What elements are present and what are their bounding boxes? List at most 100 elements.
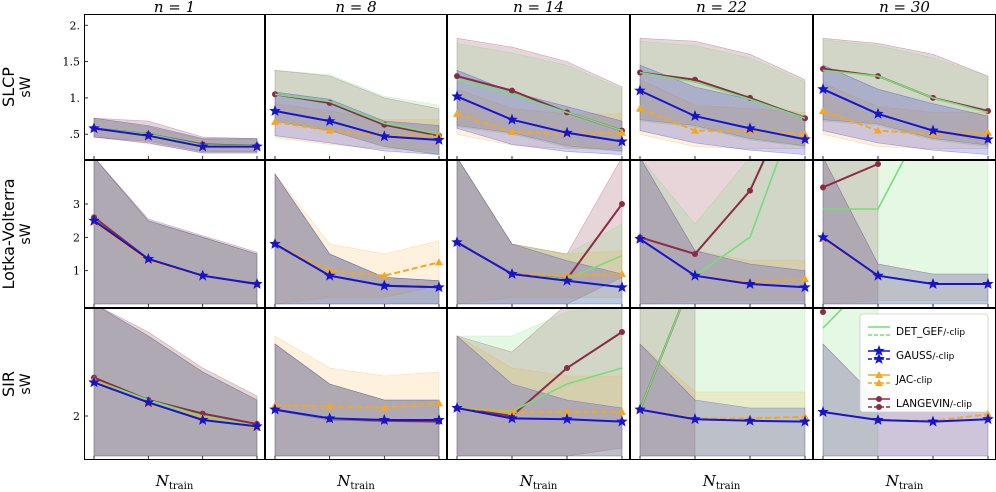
x-label-main: N bbox=[155, 472, 170, 490]
gauss-marker bbox=[433, 133, 445, 145]
gauss-marker bbox=[506, 412, 518, 424]
panel-1-3 bbox=[630, 160, 813, 308]
det_gef-line bbox=[639, 308, 682, 410]
gauss-marker bbox=[142, 129, 155, 141]
y-axis-label: sW bbox=[18, 373, 34, 394]
langevin-marker bbox=[876, 396, 882, 402]
panel-0-4 bbox=[813, 14, 996, 160]
gauss-marker bbox=[251, 140, 263, 152]
det_gef-band bbox=[456, 43, 623, 152]
jac-marker bbox=[508, 408, 516, 415]
gauss-marker bbox=[982, 277, 994, 289]
panel-plot-area bbox=[634, 37, 811, 155]
jac-marker bbox=[508, 128, 516, 136]
y-tick-label: 2 bbox=[73, 231, 80, 244]
legend-suffix: -clip bbox=[913, 376, 932, 386]
gauss-marker bbox=[196, 269, 209, 281]
jac-marker bbox=[801, 275, 809, 282]
y-tick-label: 1. bbox=[70, 92, 81, 105]
jac-marker bbox=[929, 130, 937, 138]
gauss-marker bbox=[196, 413, 209, 425]
panel-2-0 bbox=[84, 308, 265, 460]
langevin-marker bbox=[820, 184, 826, 191]
x-label-main: N bbox=[519, 472, 534, 490]
gauss-line bbox=[456, 241, 623, 289]
gauss-marker bbox=[616, 135, 628, 147]
det_gef-line bbox=[823, 160, 905, 210]
gauss-marker bbox=[634, 232, 646, 244]
jac-band bbox=[822, 160, 989, 305]
langevin-band bbox=[456, 160, 623, 305]
panel-2-1 bbox=[265, 308, 447, 460]
gauss-marker bbox=[689, 110, 701, 121]
row-title-group: SIR sW bbox=[0, 371, 34, 397]
panel-plot-area bbox=[451, 160, 628, 305]
gauss-marker bbox=[451, 236, 463, 248]
panel-frame bbox=[265, 308, 447, 460]
y-tick-label: 2. bbox=[70, 19, 81, 32]
gauss-marker bbox=[561, 126, 573, 138]
jac-marker bbox=[618, 270, 626, 277]
gauss-line bbox=[93, 381, 258, 428]
gauss-marker bbox=[817, 405, 829, 417]
jac-line bbox=[274, 243, 440, 277]
jac-marker bbox=[325, 126, 334, 134]
panel-plot-area bbox=[269, 173, 445, 305]
row-title-group: SLCP sW bbox=[0, 67, 34, 107]
langevin-band bbox=[93, 117, 258, 152]
panel-frame bbox=[630, 14, 813, 160]
gauss-line bbox=[822, 88, 989, 141]
gauss-marker bbox=[323, 115, 336, 126]
gauss-marker bbox=[269, 403, 281, 415]
panel-plot-area bbox=[817, 37, 994, 155]
row-title: SLCP bbox=[0, 67, 18, 107]
column-title: n = 14 bbox=[513, 0, 564, 16]
y-tick-label: 1.5 bbox=[63, 56, 81, 69]
det_gef-line bbox=[456, 78, 623, 132]
y-axis-label: sW bbox=[18, 223, 34, 244]
gauss-marker bbox=[561, 274, 573, 286]
det_gef-band bbox=[639, 40, 806, 147]
legend-name: LANGEVIN bbox=[896, 398, 950, 410]
det_gef-line bbox=[822, 69, 989, 114]
jac-line bbox=[456, 112, 623, 136]
jac-line bbox=[274, 120, 439, 137]
gauss-marker bbox=[982, 413, 994, 425]
column-title: n = 1 bbox=[154, 0, 195, 16]
gauss-marker bbox=[817, 231, 829, 243]
langevin-marker bbox=[876, 404, 882, 410]
jac-marker bbox=[875, 371, 883, 378]
jac-marker bbox=[618, 408, 626, 415]
legend-entry: DET_GEF/-clip bbox=[868, 326, 965, 338]
gauss-marker bbox=[616, 415, 628, 427]
panel-0-0 bbox=[84, 14, 265, 160]
row-title: SIR bbox=[0, 371, 18, 397]
gauss-marker bbox=[689, 269, 701, 281]
panel-plot-area bbox=[634, 308, 811, 457]
x-axis-label: Ntrain bbox=[885, 472, 924, 492]
gauss-line bbox=[822, 236, 988, 285]
gauss-marker bbox=[88, 122, 100, 134]
gauss-band bbox=[274, 173, 440, 305]
langevin-band bbox=[822, 37, 989, 146]
gauss-line bbox=[274, 110, 440, 141]
panel-0-1 bbox=[265, 14, 447, 160]
panel-frame bbox=[84, 160, 265, 308]
panel-2-2 bbox=[447, 308, 630, 460]
gauss-marker bbox=[689, 413, 701, 425]
y-axis-label: sW bbox=[18, 76, 34, 97]
legend-name: JAC bbox=[895, 374, 913, 386]
jac-marker bbox=[271, 117, 279, 125]
langevin-marker bbox=[747, 187, 753, 194]
column-title: n = 22 bbox=[696, 0, 747, 16]
jac-marker bbox=[380, 271, 389, 279]
legend-entry: GAUSS/-clip bbox=[868, 344, 955, 364]
panel-frame bbox=[447, 160, 630, 308]
det_gef-band bbox=[93, 119, 258, 152]
legend-entry: LANGEVIN/-clip bbox=[868, 396, 972, 410]
gauss-line bbox=[274, 408, 439, 421]
det_gef-line bbox=[822, 308, 844, 329]
langevin-marker bbox=[619, 329, 625, 335]
langevin-marker bbox=[619, 201, 625, 207]
gauss-line bbox=[93, 127, 257, 148]
